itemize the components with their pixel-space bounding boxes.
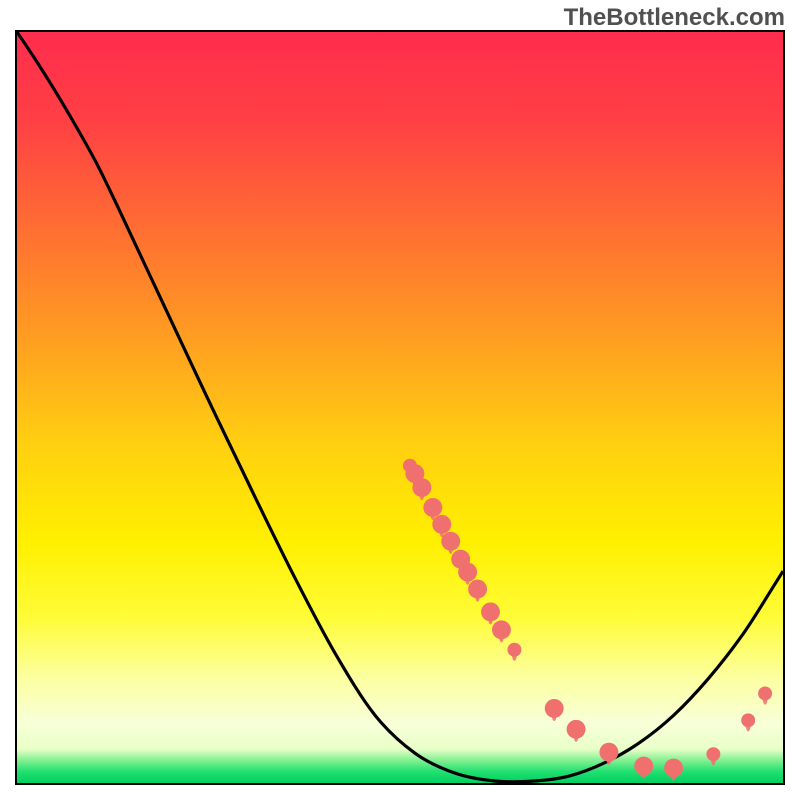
data-markers	[403, 459, 772, 781]
watermark-text: TheBottleneck.com	[564, 4, 785, 32]
plot-area	[15, 30, 785, 785]
bottleneck-curve	[17, 32, 783, 782]
curve-layer	[17, 32, 783, 783]
chart-container: TheBottleneck.com	[0, 0, 800, 800]
